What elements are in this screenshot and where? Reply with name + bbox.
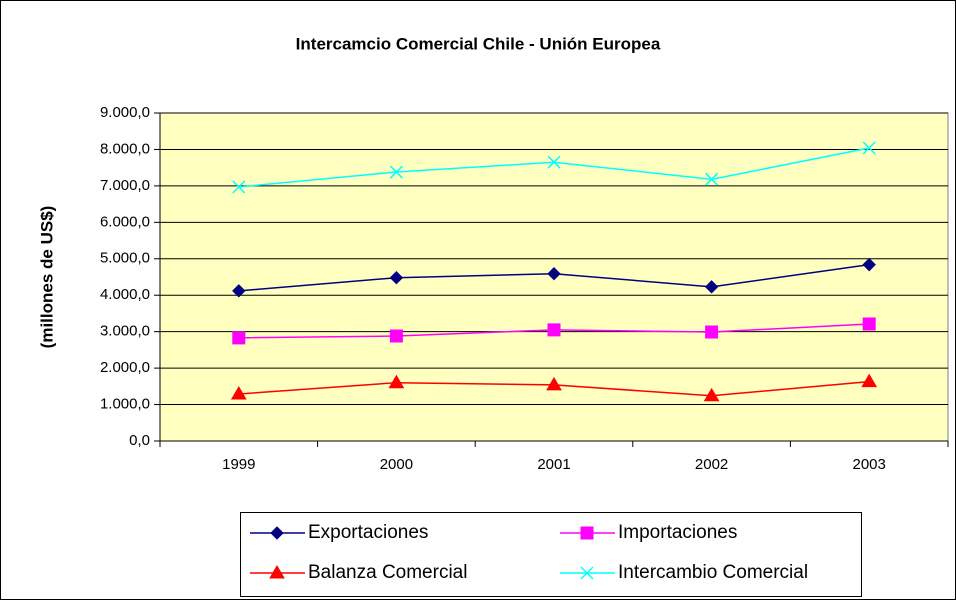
legend-marker xyxy=(580,566,594,580)
legend-marker xyxy=(269,565,285,579)
x-tick-label: 2003 xyxy=(853,456,886,473)
y-tick-label: 1.000,0 xyxy=(100,396,150,413)
legend-text: Exportaciones xyxy=(308,522,428,543)
y-tick-label: 2.000,0 xyxy=(100,359,150,376)
y-tick-label: 3.000,0 xyxy=(100,323,150,340)
data-point xyxy=(546,376,562,391)
data-point xyxy=(703,387,720,402)
y-tick-label: 6.000,0 xyxy=(100,213,150,230)
x-tick-label: 2000 xyxy=(380,456,413,473)
data-point xyxy=(547,323,561,337)
data-point xyxy=(547,155,561,169)
data-point xyxy=(862,141,876,155)
data-point xyxy=(389,329,403,343)
data-point xyxy=(389,165,403,179)
legend-box xyxy=(240,512,862,597)
data-point xyxy=(232,331,246,345)
x-tick-label: 1999 xyxy=(222,456,255,473)
y-tick-label: 4.000,0 xyxy=(100,286,150,303)
data-point xyxy=(862,257,876,272)
data-point xyxy=(705,325,719,339)
data-point xyxy=(704,280,719,294)
legend-text: Intercambio Comercial xyxy=(618,562,808,583)
data-point xyxy=(388,374,405,389)
legend-marker xyxy=(270,526,284,540)
y-tick-label: 9.000,0 xyxy=(100,104,150,121)
x-tick-label: 2001 xyxy=(537,456,570,473)
data-point xyxy=(705,172,719,186)
data-point xyxy=(389,271,404,285)
y-tick-label: 0,0 xyxy=(129,432,150,449)
data-point xyxy=(547,267,561,281)
data-point xyxy=(230,385,247,400)
x-tick-label: 2002 xyxy=(695,456,728,473)
y-tick-label: 8.000,0 xyxy=(100,140,150,157)
chart-title: Intercamcio Comercial Chile - Unión Euro… xyxy=(296,34,661,53)
data-point xyxy=(861,373,878,388)
y-axis-label: (millones de US$) xyxy=(37,206,56,349)
legend-text: Balanza Comercial xyxy=(308,562,467,583)
data-point xyxy=(232,180,246,194)
data-point xyxy=(232,284,246,298)
y-tick-label: 5.000,0 xyxy=(100,250,150,267)
legend-marker xyxy=(580,526,594,540)
legend-text: Importaciones xyxy=(618,522,737,543)
data-point xyxy=(862,317,876,331)
y-tick-label: 7.000,0 xyxy=(100,177,150,194)
